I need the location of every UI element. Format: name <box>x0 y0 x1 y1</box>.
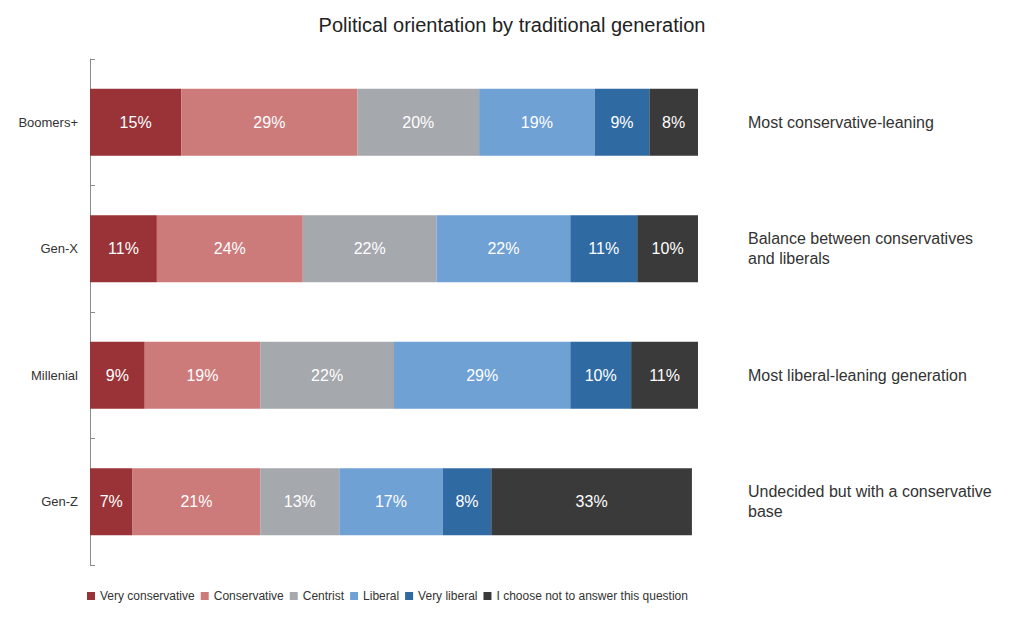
svg-text:Most conservative-leaning: Most conservative-leaning <box>748 114 934 131</box>
svg-text:19%: 19% <box>186 367 218 384</box>
svg-text:Very liberal: Very liberal <box>418 589 477 603</box>
svg-text:22%: 22% <box>487 240 519 257</box>
svg-text:Political orientation by tradi: Political orientation by traditional gen… <box>319 14 706 36</box>
svg-text:22%: 22% <box>354 240 386 257</box>
svg-text:13%: 13% <box>284 493 316 510</box>
svg-text:20%: 20% <box>402 114 434 131</box>
svg-text:24%: 24% <box>214 240 246 257</box>
svg-text:base: base <box>748 503 783 520</box>
svg-text:11%: 11% <box>588 240 619 257</box>
svg-text:Gen-Z: Gen-Z <box>41 494 78 509</box>
svg-text:Very conservative: Very conservative <box>100 589 195 603</box>
svg-text:17%: 17% <box>375 493 407 510</box>
svg-text:and liberals: and liberals <box>748 250 830 267</box>
svg-text:15%: 15% <box>120 114 152 131</box>
svg-text:Balance between conservatives: Balance between conservatives <box>748 230 977 247</box>
svg-text:Conservative: Conservative <box>214 589 284 603</box>
svg-text:9%: 9% <box>610 114 633 131</box>
svg-text:Undecided but with a conservat: Undecided but with a conservative <box>748 483 996 500</box>
svg-text:29%: 29% <box>466 367 498 384</box>
svg-text:Centrist: Centrist <box>303 589 345 603</box>
svg-text:7%: 7% <box>100 493 123 510</box>
svg-text:22%: 22% <box>311 367 343 384</box>
svg-text:8%: 8% <box>455 493 478 510</box>
svg-text:Millenial: Millenial <box>31 368 78 383</box>
svg-text:19%: 19% <box>521 114 553 131</box>
svg-text:11%: 11% <box>649 367 680 384</box>
svg-text:I choose not to answer this qu: I choose not to answer this question <box>496 589 687 603</box>
svg-text:11%: 11% <box>108 240 139 257</box>
svg-text:Most liberal-leaning generatio: Most liberal-leaning generation <box>748 367 967 384</box>
svg-text:10%: 10% <box>652 240 684 257</box>
svg-text:9%: 9% <box>106 367 129 384</box>
svg-text:21%: 21% <box>180 493 212 510</box>
svg-text:Boomers+: Boomers+ <box>18 115 78 130</box>
svg-text:Liberal: Liberal <box>363 589 399 603</box>
svg-text:29%: 29% <box>253 114 285 131</box>
svg-text:8%: 8% <box>662 114 685 131</box>
svg-text:Gen-X: Gen-X <box>40 241 78 256</box>
svg-text:33%: 33% <box>576 493 608 510</box>
svg-text:10%: 10% <box>585 367 617 384</box>
